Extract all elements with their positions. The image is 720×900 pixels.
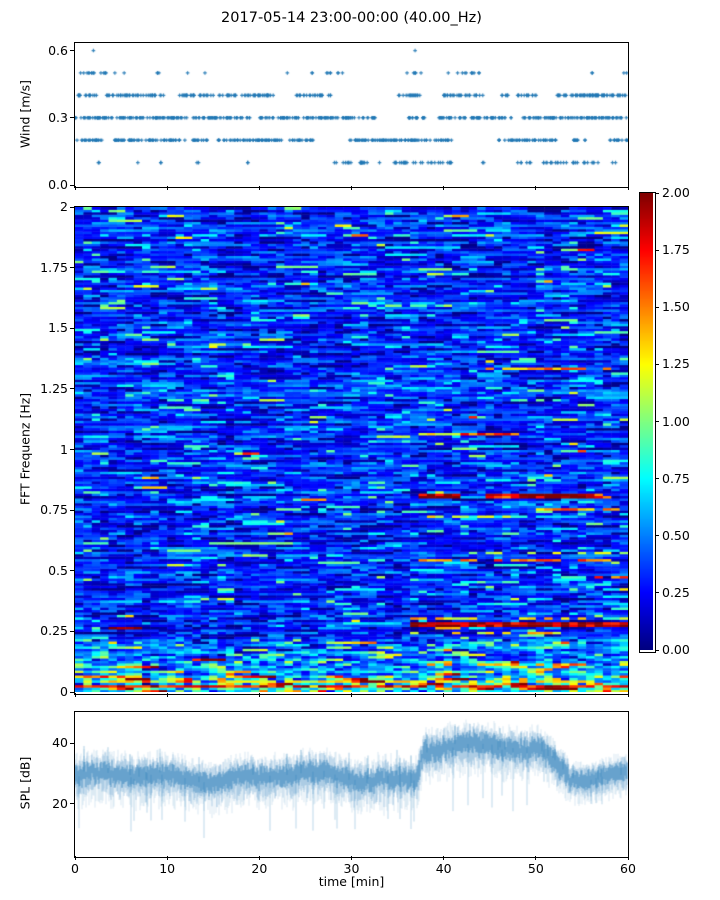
spectrogram-axes [74,206,629,695]
wind-axes [74,42,629,188]
tick-mark [655,363,659,365]
colorbar-tick-label: 0.25 [662,584,690,600]
tick-mark [655,535,659,537]
tick-mark [70,691,74,693]
tick-mark [655,306,659,308]
tick-mark [70,50,74,52]
tick-mark [166,693,168,697]
tick-mark [70,570,74,572]
tick-mark [655,478,659,480]
y-tick-label: 0 [60,684,68,699]
tick-mark [166,186,168,190]
tick-mark [70,509,74,511]
colorbar [639,192,656,653]
tick-mark [627,856,629,860]
tick-mark [351,693,352,697]
tick-mark [655,649,659,651]
y-tick-label: 0.25 [40,623,68,639]
x-tick-label: 60 [620,861,636,876]
tick-mark [535,693,537,697]
tick-mark [627,693,629,697]
tick-mark [351,186,352,190]
colorbar-tick-label: 0.50 [662,527,690,543]
colorbar-gradient-canvas [640,193,653,650]
tick-mark [443,186,445,190]
tick-mark [74,186,76,190]
spl-line-canvas [75,712,628,855]
time-xlabel: time [min] [318,874,385,889]
tick-mark [351,856,352,860]
colorbar-tick-label: 1.75 [662,242,690,258]
y-tick-label: 1.25 [40,380,68,396]
tick-mark [655,421,659,422]
tick-mark [70,267,74,269]
y-tick-label: 0.6 [48,42,68,58]
tick-mark [74,856,76,860]
tick-mark [443,693,445,697]
colorbar-tick-label: 1.25 [662,356,690,372]
y-tick-label: 0.3 [48,109,68,125]
tick-mark [70,388,74,390]
colorbar-tick-label: 2.00 [662,185,690,200]
colorbar-tick-label: 0.00 [662,642,690,657]
x-tick-label: 40 [435,861,452,876]
tick-mark [70,742,74,744]
tick-mark [535,186,537,190]
tick-mark [258,693,260,697]
y-tick-label: 0.0 [48,177,68,192]
y-tick-label: 1.5 [48,320,68,336]
tick-mark [655,192,659,194]
x-tick-label: 10 [159,861,176,876]
colorbar-tick-label: 0.75 [662,470,690,486]
y-tick-label: 0.5 [48,562,68,578]
tick-mark [70,803,74,805]
tick-mark [166,856,168,860]
wind-scatter-canvas [75,43,628,185]
tick-mark [258,186,260,190]
figure-title: 2017-05-14 23:00-00:00 (40.00_Hz) [221,10,482,26]
spl-axes [74,711,629,858]
tick-mark [70,184,74,186]
y-tick-label: 1 [60,441,68,457]
tick-mark [70,449,74,450]
tick-mark [70,630,74,632]
tick-mark [70,117,74,119]
tick-mark [70,327,74,329]
tick-mark [74,693,76,697]
y-tick-label: 2 [60,199,68,214]
tick-mark [70,206,74,208]
y-tick-label: 1.75 [40,259,68,275]
spectrogram-heatmap-canvas [75,207,628,692]
y-tick-label: 20 [52,795,68,811]
tick-mark [627,186,629,190]
x-tick-label: 30 [343,861,360,876]
tick-mark [443,856,445,860]
y-tick-label: 40 [52,735,68,751]
tick-mark [655,249,659,251]
x-tick-label: 50 [527,861,544,876]
colorbar-tick-label: 1.50 [662,299,690,315]
x-tick-label: 20 [251,861,268,876]
colorbar-tick-label: 1.00 [662,413,690,429]
tick-mark [258,856,260,860]
tick-mark [655,592,659,594]
tick-mark [535,856,537,860]
x-tick-label: 0 [71,861,79,876]
y-tick-label: 0.75 [40,502,68,518]
